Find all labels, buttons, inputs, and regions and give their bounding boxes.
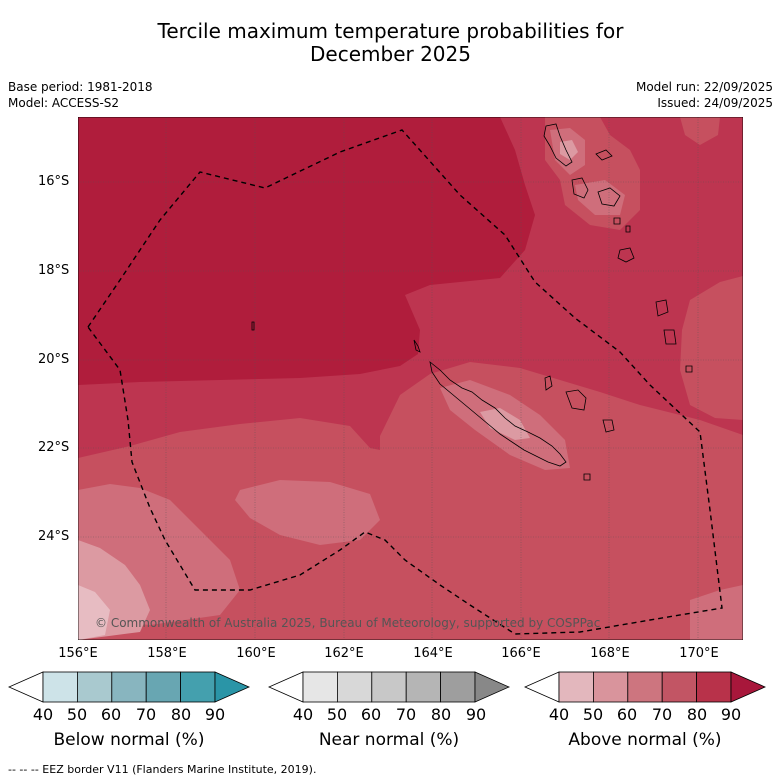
colorbar-extend-high [474, 671, 510, 703]
prob-field-40-van [560, 140, 578, 160]
model-run: Model run: 22/09/2025 [635, 80, 773, 94]
lat-label-18s: 18°S [38, 263, 70, 278]
cb-above-tick-90: 90 [720, 705, 742, 724]
lat-label-22s: 22°S [38, 440, 70, 455]
colorbar-above [524, 671, 766, 703]
vanuatu-ambae [595, 149, 613, 161]
lon-label-164e: 164°E [413, 646, 453, 661]
vanuatu-malekula [571, 177, 589, 199]
cb-near-tick-50: 50 [326, 705, 348, 724]
lon-label-166e: 166°E [501, 646, 541, 661]
cb-below-tick-40: 40 [32, 705, 54, 724]
belep-isle [413, 339, 421, 353]
meta-right: Model run: 22/09/2025 Issued: 24/09/2025 [636, 79, 773, 111]
vanuatu-espiritu [543, 123, 573, 167]
eez-border [87, 129, 723, 635]
colorbar-extend-low [268, 671, 304, 703]
colorbar-below-cells [8, 671, 250, 703]
lon-label-162e: 162°E [324, 646, 364, 661]
title-line-2: December 2025 [310, 42, 471, 66]
colorbar-cell [558, 671, 594, 703]
prob-field-60-ne2 [680, 117, 720, 145]
colorbar-cell [111, 671, 147, 703]
colorbar-extend-high [214, 671, 250, 703]
colorbar-cell [145, 671, 181, 703]
prob-field-60-e [680, 276, 743, 420]
coastlines [251, 123, 693, 481]
prob-field-50-c [235, 480, 380, 545]
colorbar-cell [371, 671, 407, 703]
colorbar-cell [302, 671, 338, 703]
colorbar-cell [180, 671, 216, 703]
colorbar-near [268, 671, 510, 703]
cb-near-tick-80: 80 [430, 705, 452, 724]
cb-near-tick-90: 90 [465, 705, 487, 724]
cb-above-tick-70: 70 [651, 705, 673, 724]
cb-below-tick-90: 90 [204, 705, 226, 724]
colorbar-cell [661, 671, 697, 703]
colorbar-cell [77, 671, 113, 703]
cb-near-title: Near normal (%) [318, 730, 460, 750]
cb-below-tick-60: 60 [100, 705, 122, 724]
base-period: Base period: 1981-2018 [8, 80, 153, 94]
meta-left: Base period: 1981-2018 Model: ACCESS-S2 [8, 79, 153, 111]
cb-above-tick-60: 60 [616, 705, 638, 724]
colorbar-cell [696, 671, 732, 703]
copyright-notice: © Commonwealth of Australia 2025, Bureau… [95, 616, 600, 630]
cb-below-title: Below normal (%) [53, 730, 205, 750]
eez-footnote: -- -- -- EEZ border V11 (Flanders Marine… [8, 763, 317, 776]
cb-near-tick-60: 60 [360, 705, 382, 724]
colorbar-cell [440, 671, 476, 703]
vanuatu-erromango [617, 247, 635, 263]
colorbar-extend-high [730, 671, 766, 703]
colorbar-extend-low [524, 671, 560, 703]
colorbar-cell [405, 671, 441, 703]
prob-field-30-sw [78, 585, 110, 640]
lat-label-16s: 16°S [38, 174, 70, 189]
prob-field-60 [78, 362, 743, 640]
cb-above-title: Above normal (%) [568, 730, 722, 750]
colorbar-cell [337, 671, 373, 703]
new-caledonia-coast [429, 361, 567, 467]
small-islands [251, 217, 693, 373]
model-name: Model: ACCESS-S2 [8, 96, 120, 110]
lon-label-168e: 168°E [590, 646, 630, 661]
graticule [78, 117, 743, 640]
cb-below-tick-80: 80 [170, 705, 192, 724]
prob-field-40-cal [480, 408, 530, 440]
colorbar-extend-low [8, 671, 44, 703]
vanuatu-efate [597, 187, 621, 207]
map: © Commonwealth of Australia 2025, Bureau… [78, 117, 743, 640]
lon-label-158e: 158°E [147, 646, 187, 661]
map-title: Tercile maximum temperature probabilitie… [0, 20, 781, 66]
lon-label-156e: 156°E [58, 646, 98, 661]
title-line-1: Tercile maximum temperature probabilitie… [157, 19, 624, 43]
vanuatu-tanna [655, 299, 677, 345]
cb-near-tick-40: 40 [292, 705, 314, 724]
cb-above-tick-40: 40 [548, 705, 570, 724]
lon-label-160e: 160°E [236, 646, 276, 661]
cb-below-tick-70: 70 [135, 705, 157, 724]
prob-field-50-se [690, 585, 743, 640]
cb-above-tick-80: 80 [686, 705, 708, 724]
loyalty-islands [544, 375, 615, 481]
colorbar-cell [42, 671, 78, 703]
cb-below-tick-50: 50 [66, 705, 88, 724]
issued-date: Issued: 24/09/2025 [657, 96, 773, 110]
cb-above-tick-50: 50 [582, 705, 604, 724]
lat-label-20s: 20°S [38, 352, 70, 367]
lon-label-170e: 170°E [679, 646, 719, 661]
colorbar-below [8, 671, 250, 703]
colorbar-above-cells [524, 671, 766, 703]
lat-label-24s: 24°S [38, 529, 70, 544]
colorbar-near-cells [268, 671, 510, 703]
cb-near-tick-70: 70 [395, 705, 417, 724]
colorbar-cell [593, 671, 629, 703]
colorbar-cell [627, 671, 663, 703]
